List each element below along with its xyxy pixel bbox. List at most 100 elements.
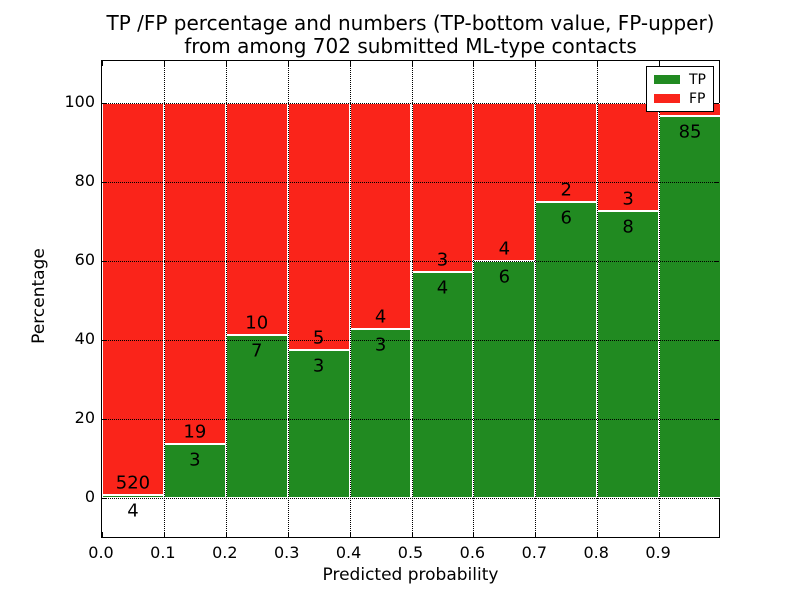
x-tick-label: 0.8 <box>583 543 609 562</box>
x-tick-mark <box>411 532 413 537</box>
legend-entry-tp: TP <box>654 73 706 87</box>
fp-count-label: 2 <box>560 179 572 201</box>
bar-segment-tp <box>163 444 226 498</box>
y-tick-mark <box>714 498 719 499</box>
gridline-vertical <box>411 61 413 537</box>
x-tick-mark <box>597 532 599 537</box>
gridline-horizontal <box>102 103 719 104</box>
fp-count-label: 520 <box>115 472 151 494</box>
gridline-vertical <box>535 61 537 537</box>
gridline-horizontal <box>102 340 719 341</box>
x-tick-mark <box>411 61 413 66</box>
y-tick-label: 0 <box>84 487 95 506</box>
legend-label-fp: FP <box>689 90 706 107</box>
legend-swatch-tp-icon <box>654 75 680 84</box>
bar-segment-fp <box>411 103 474 273</box>
gridline-horizontal <box>102 182 719 183</box>
bar-segment-fp <box>349 103 412 329</box>
fp-count-label: 4 <box>374 306 387 328</box>
fp-count-label: 3 <box>436 249 449 271</box>
chart-title-line-1: TP /FP percentage and numbers (TP-bottom… <box>106 11 715 35</box>
fp-count-label: 5 <box>312 327 325 349</box>
x-tick-mark <box>163 532 165 537</box>
legend-swatch-fp-icon <box>654 94 680 103</box>
tp-count-label: 7 <box>251 340 263 362</box>
fp-count-label: 4 <box>498 238 511 260</box>
chart-title-line-2: from among 702 submitted ML-type contact… <box>184 34 637 58</box>
tp-count-label: 6 <box>498 266 511 288</box>
x-tick-label: 0.7 <box>521 543 548 562</box>
y-tick-mark <box>714 340 719 341</box>
x-tick-mark <box>225 61 227 66</box>
y-tick-mark <box>102 103 107 104</box>
gridline-horizontal <box>102 261 719 262</box>
bar-segment-tp <box>102 494 164 498</box>
x-tick-label: 0.5 <box>397 543 424 562</box>
x-tick-mark <box>163 61 165 66</box>
bar-segment-tp <box>535 201 598 498</box>
x-tick-mark <box>535 532 537 537</box>
bar-segment-tp <box>473 261 536 498</box>
legend-label-tp: TP <box>689 71 706 88</box>
bar-segment-fp <box>287 103 350 350</box>
y-tick-mark <box>102 498 107 499</box>
tp-count-label: 6 <box>560 207 572 229</box>
plot-area: 5204193107534334462638385 <box>101 60 721 538</box>
x-tick-label: 0.4 <box>335 543 362 562</box>
y-tick-label: 100 <box>64 92 95 111</box>
bar-segment-fp <box>163 103 226 445</box>
tp-count-label: 3 <box>189 449 201 471</box>
x-tick-mark <box>597 61 599 66</box>
bar-segment-tp <box>411 272 474 498</box>
tp-count-label: 3 <box>374 334 387 356</box>
y-tick-mark <box>714 419 719 420</box>
x-tick-mark <box>535 61 537 66</box>
x-tick-mark <box>473 532 475 537</box>
gridline-horizontal <box>102 498 719 499</box>
x-tick-mark <box>349 61 351 66</box>
gridline-vertical <box>225 61 227 537</box>
y-tick-mark <box>102 419 107 420</box>
x-tick-mark <box>659 532 661 537</box>
y-tick-mark <box>102 261 107 262</box>
x-tick-label: 0.0 <box>88 543 114 562</box>
x-tick-label: 0.1 <box>150 543 176 562</box>
gridline-vertical <box>349 61 351 537</box>
fp-count-label: 19 <box>183 421 207 443</box>
fp-count-label: 3 <box>622 188 634 210</box>
y-tick-label: 60 <box>74 250 95 269</box>
x-tick-mark <box>287 532 289 537</box>
fp-count-label: 10 <box>245 312 269 334</box>
gridline-vertical <box>597 61 599 537</box>
y-tick-mark <box>714 182 719 183</box>
gridline-vertical <box>163 61 165 537</box>
x-tick-label: 0.6 <box>459 543 486 562</box>
gridline-horizontal <box>102 419 719 420</box>
bar-segment-fp <box>597 103 660 211</box>
bar-segment-tp <box>597 210 660 498</box>
legend: TP FP <box>646 66 714 112</box>
bar-segment-fp <box>535 103 598 202</box>
y-tick-label: 80 <box>74 171 95 190</box>
x-tick-mark <box>102 532 103 537</box>
bar-segment-fp <box>225 103 288 336</box>
gridline-vertical <box>473 61 475 537</box>
x-tick-mark <box>287 61 289 66</box>
x-tick-mark <box>659 61 661 66</box>
y-tick-label: 20 <box>74 408 95 427</box>
bar-segment-tp <box>349 328 412 498</box>
x-axis-label: Predicted probability <box>322 565 499 585</box>
gridline-vertical <box>659 61 661 537</box>
x-tick-mark <box>349 532 351 537</box>
y-tick-mark <box>102 182 107 183</box>
y-tick-mark <box>714 261 719 262</box>
y-tick-mark <box>102 340 107 341</box>
bar-segment-tp <box>287 349 350 498</box>
x-tick-label: 0.9 <box>645 543 671 562</box>
x-tick-mark <box>225 532 227 537</box>
tp-count-label: 4 <box>127 500 139 522</box>
x-tick-mark <box>102 61 103 66</box>
legend-entry-fp: FP <box>654 92 706 106</box>
y-tick-mark <box>714 103 719 104</box>
